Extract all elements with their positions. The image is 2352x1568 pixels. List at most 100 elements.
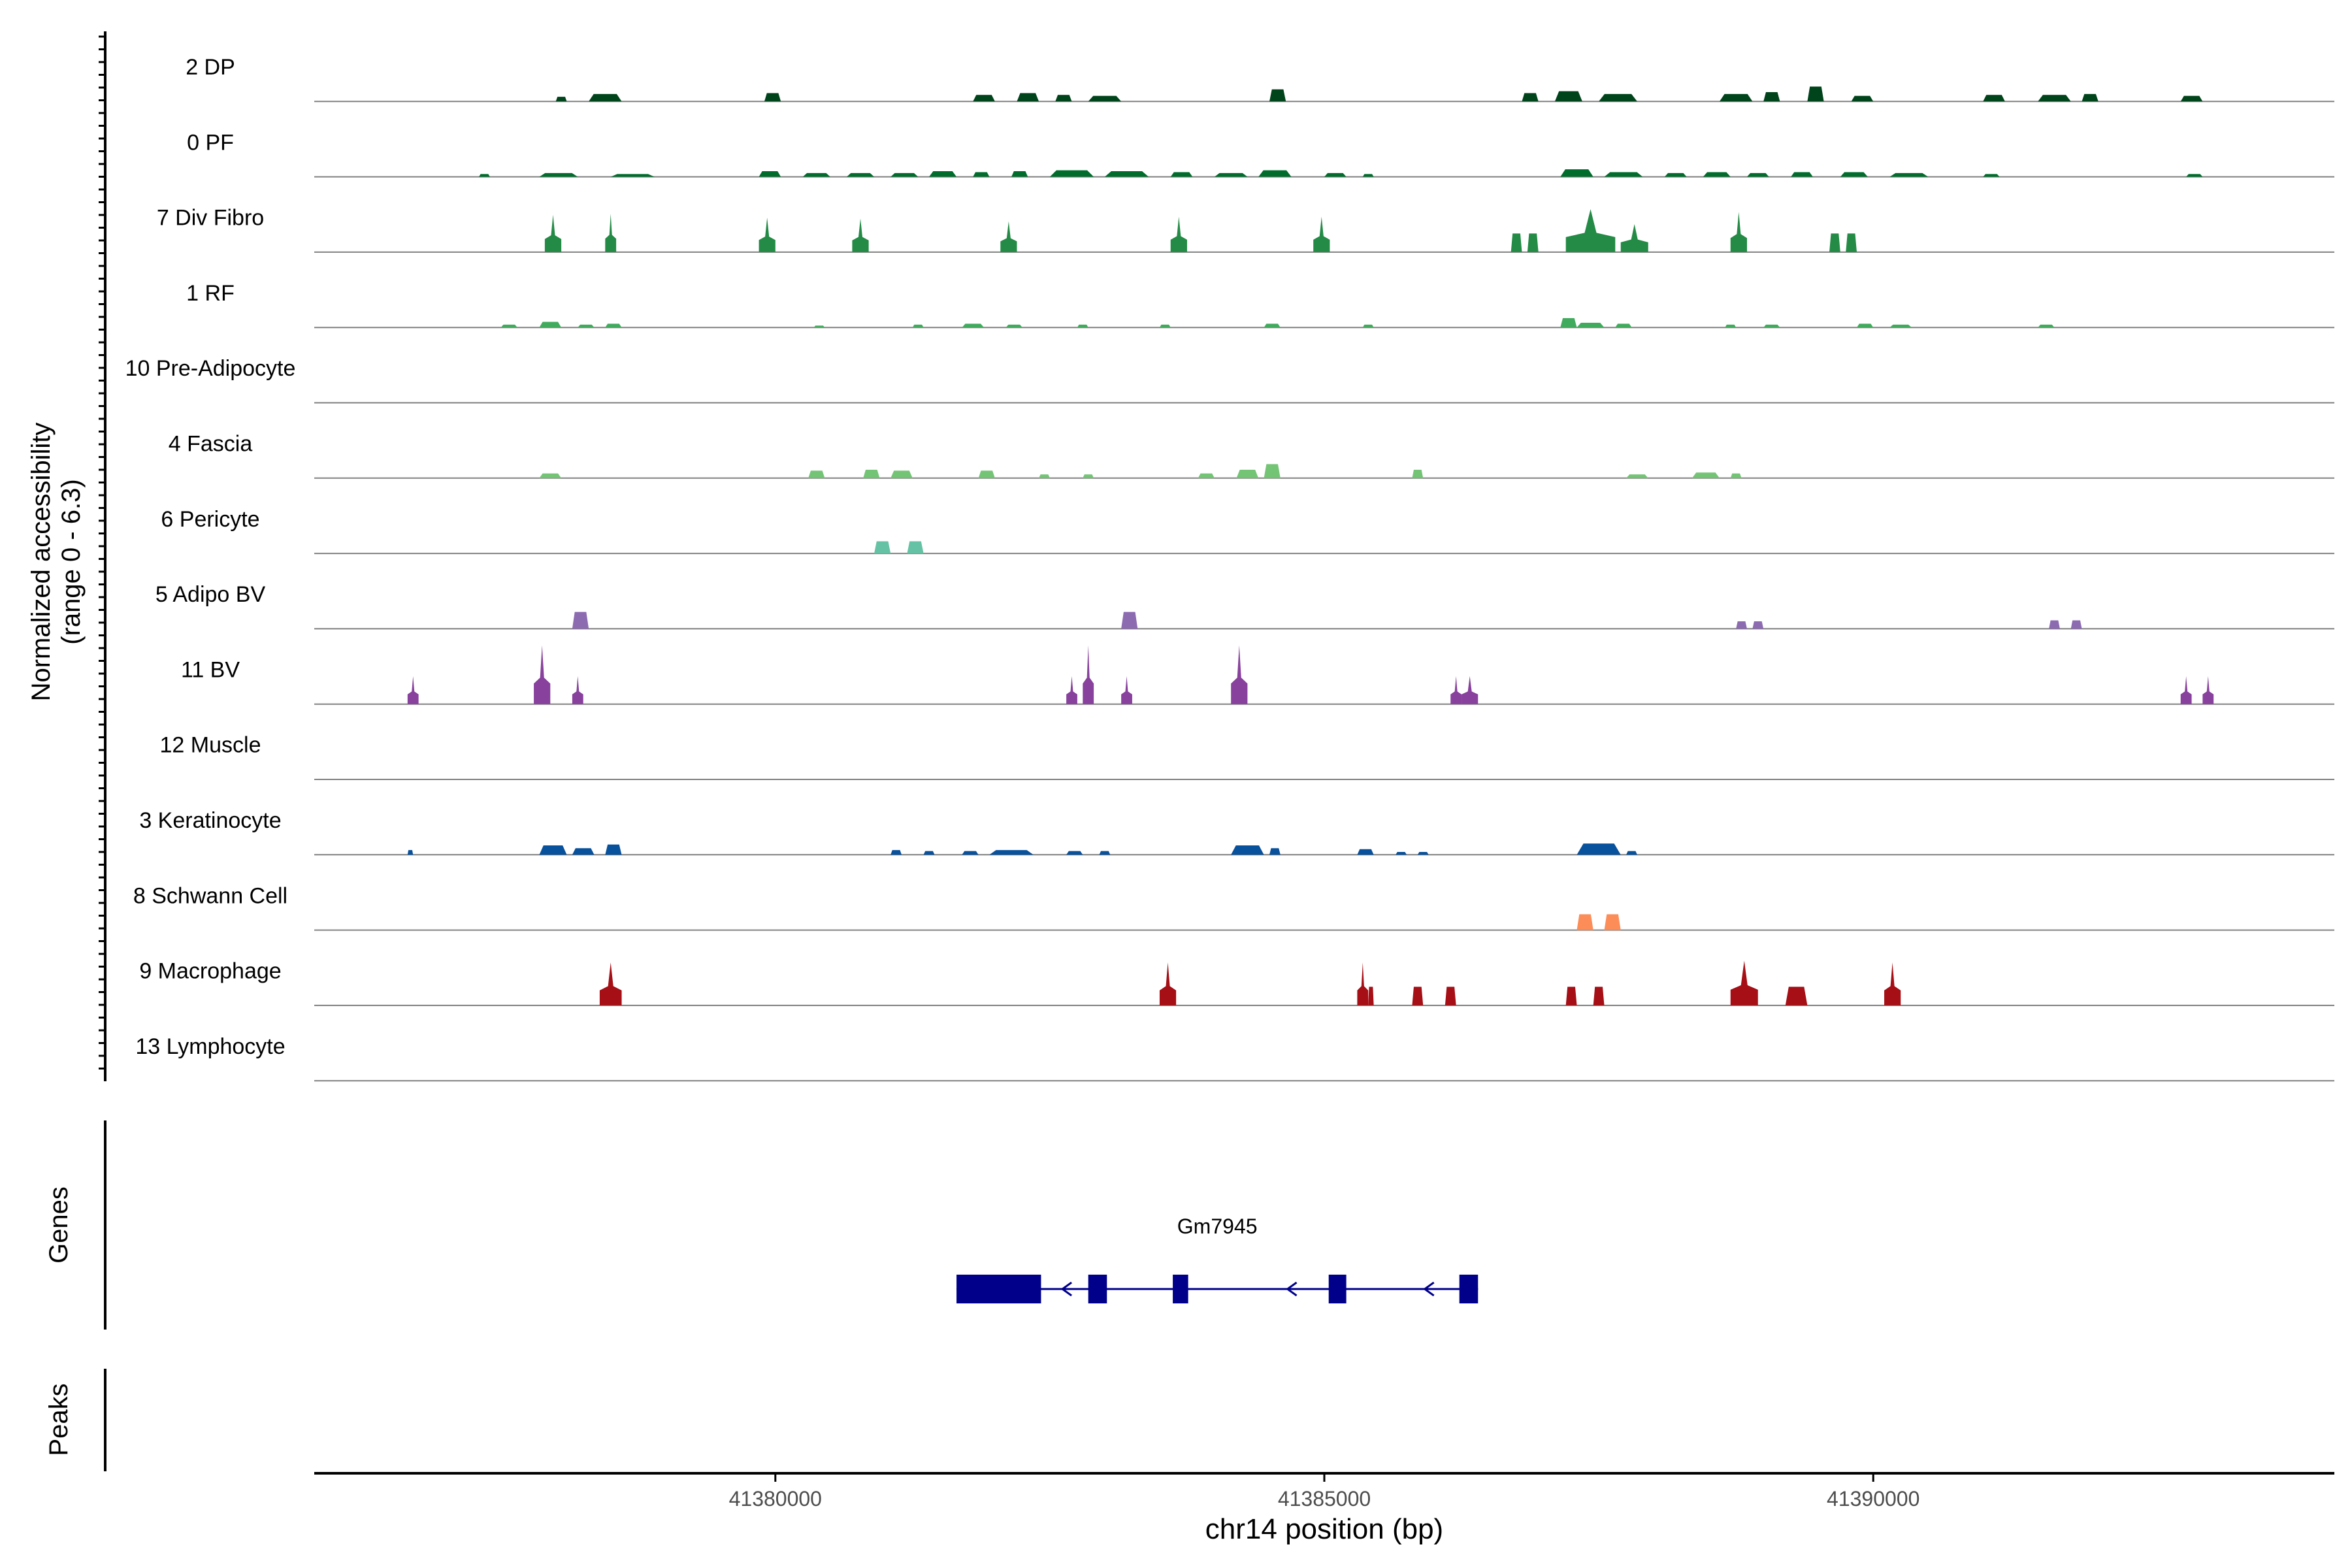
- coverage-peak: [802, 172, 830, 177]
- track-label: 8 Schwann Cell: [133, 883, 287, 908]
- coverage-peak: [1099, 851, 1111, 855]
- gene-exon: [1088, 1275, 1107, 1303]
- coverage-peak: [973, 95, 995, 102]
- coverage-peak: [1983, 95, 2005, 102]
- coverage-peak: [1313, 216, 1330, 252]
- coverage-peak: [1664, 172, 1687, 177]
- coverage-peak: [1083, 645, 1094, 704]
- strand-arrow: [1423, 1281, 1435, 1297]
- coverage-peak: [1857, 323, 1874, 328]
- coverage-peak: [1889, 324, 1912, 328]
- coverage-peak: [1730, 473, 1742, 478]
- coverage-peak: [1357, 962, 1369, 1005]
- coverage-peak: [2082, 93, 2099, 102]
- track-label: 2 DP: [186, 55, 235, 80]
- coverage-peak: [1412, 987, 1424, 1005]
- track-8-schwann-cell: 8 Schwann Cell: [133, 883, 2334, 931]
- track-3-keratinocyte: 3 Keratinocyte: [139, 808, 2334, 856]
- coverage-peak: [1626, 474, 1648, 478]
- coverage-peak: [962, 323, 985, 328]
- coverage-peak: [929, 171, 957, 177]
- coverage-peak: [1104, 171, 1149, 177]
- track-5-adipo-bv: 5 Adipo BV: [155, 582, 2334, 630]
- coverage-peak: [1807, 86, 1824, 102]
- coverage-peak: [912, 324, 924, 328]
- coverage-peak: [1846, 233, 1857, 252]
- coverage-peak: [2049, 620, 2060, 629]
- coverage-peak: [1565, 209, 1616, 252]
- coverage-peak: [610, 174, 655, 177]
- y-axis-label: Normalized accessibility: [27, 423, 56, 702]
- coverage-peak: [907, 541, 924, 554]
- coverage-peak: [1884, 962, 1901, 1005]
- coverage-peak: [1593, 987, 1605, 1005]
- coverage-peak: [1560, 318, 1577, 328]
- gene-exon: [1173, 1275, 1188, 1303]
- coverage-peak: [1576, 843, 1621, 855]
- coverage-peak: [1725, 324, 1737, 328]
- coverage-peak: [2202, 676, 2214, 704]
- track-label: 5 Adipo BV: [155, 582, 266, 607]
- coverage-peak: [1269, 848, 1281, 855]
- coverage-peak: [1703, 172, 1731, 177]
- coverage-peak: [923, 851, 935, 855]
- track-2-dp: 2 DP: [186, 55, 2334, 103]
- coverage-peak: [1604, 914, 1621, 930]
- coverage-peak: [544, 214, 562, 252]
- coverage-peak: [890, 172, 919, 177]
- coverage-peak: [1357, 849, 1374, 855]
- coverage-peak: [1170, 216, 1187, 252]
- coverage-peak: [1565, 987, 1577, 1005]
- coverage-peak: [978, 470, 995, 478]
- track-0-pf: 0 PF: [187, 130, 2334, 178]
- track-11-bv: 11 BV: [181, 645, 2334, 705]
- track-label: 1 RF: [186, 281, 235, 306]
- coverage-peak: [852, 218, 869, 252]
- coverage-peak: [1055, 95, 1072, 102]
- coverage-peak: [1049, 170, 1094, 177]
- coverage-peak: [989, 850, 1034, 855]
- x-tick-label: 41380000: [729, 1487, 822, 1511]
- coverage-peak: [500, 324, 517, 328]
- track-label: 3 Keratinocyte: [139, 808, 281, 833]
- coverage-peak: [1017, 93, 1039, 102]
- coverage-peak: [1362, 174, 1374, 177]
- coverage-peak: [1121, 676, 1132, 704]
- coverage-peak: [1889, 172, 1929, 177]
- coverage-peak: [890, 470, 913, 478]
- gene-exon: [1459, 1275, 1478, 1303]
- coverage-peak: [1746, 172, 1769, 177]
- coverage-peak: [572, 676, 583, 704]
- coverage-peak: [1620, 224, 1648, 252]
- track-label: 12 Muscle: [160, 733, 261, 758]
- coverage-peak: [407, 676, 419, 704]
- coverage-peak: [1719, 93, 1753, 102]
- coverage-peak: [1527, 233, 1539, 252]
- coverage-peak: [605, 214, 617, 252]
- coverage-peak: [578, 324, 595, 328]
- track-6-pericyte: 6 Pericyte: [161, 507, 2334, 555]
- coverage-peak: [1615, 323, 1632, 328]
- coverage-peak: [890, 850, 902, 855]
- coverage-peak: [1691, 472, 1720, 478]
- coverage-peak: [1576, 914, 1593, 930]
- coverage-peak: [1752, 621, 1764, 629]
- coverage-peak: [874, 541, 891, 554]
- track-label: 0 PF: [187, 130, 234, 155]
- coverage-peak: [1791, 172, 1813, 177]
- coverage-peak: [808, 470, 825, 478]
- track-7-div-fibro: 7 Div Fibro: [157, 206, 2334, 253]
- coverage-peak: [1730, 960, 1758, 1005]
- coverage-peak: [1462, 676, 1478, 704]
- coverage-peak: [1396, 852, 1407, 855]
- coverage-peak: [1736, 621, 1747, 629]
- coverage-peak: [1231, 645, 1248, 704]
- coverage-peak: [1083, 474, 1094, 478]
- track-label: 10 Pre-Adipocyte: [125, 356, 296, 381]
- coverage-peak: [1121, 612, 1138, 629]
- coverage-peak: [534, 645, 551, 704]
- coverage-peak: [863, 469, 880, 478]
- coverage-peak: [1264, 464, 1281, 478]
- coverage-peak: [1231, 845, 1264, 855]
- coverage-peak: [589, 93, 622, 102]
